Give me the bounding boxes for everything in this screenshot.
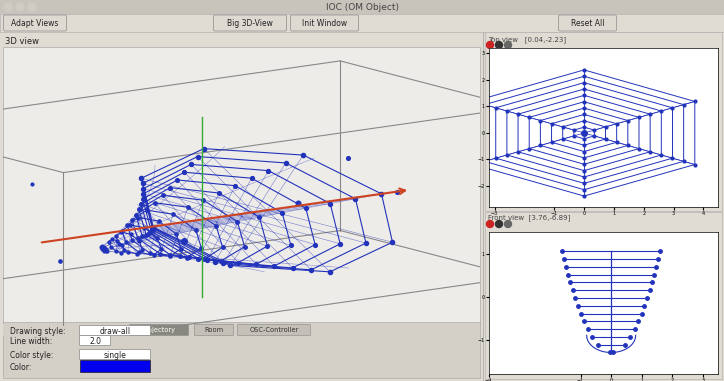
Text: Reset All: Reset All [571,19,605,27]
Circle shape [505,42,511,48]
FancyBboxPatch shape [0,0,724,14]
FancyBboxPatch shape [558,15,617,31]
FancyBboxPatch shape [0,32,724,381]
FancyBboxPatch shape [3,324,480,336]
Circle shape [4,3,12,11]
Text: Front view  [3.76,-6.89]: Front view [3.76,-6.89] [488,214,571,221]
Text: Color:: Color: [10,362,33,371]
FancyBboxPatch shape [485,212,722,379]
Circle shape [495,221,502,227]
FancyBboxPatch shape [130,325,188,336]
Text: Adapt Views: Adapt Views [12,19,59,27]
Circle shape [487,221,494,227]
FancyBboxPatch shape [485,32,722,211]
Text: draw-all: draw-all [99,327,130,336]
Text: OSC-Controller: OSC-Controller [249,327,299,333]
FancyBboxPatch shape [3,322,480,378]
FancyBboxPatch shape [80,349,151,360]
FancyBboxPatch shape [80,336,111,346]
FancyBboxPatch shape [195,325,234,336]
FancyBboxPatch shape [0,14,724,32]
FancyBboxPatch shape [80,325,151,336]
FancyBboxPatch shape [237,325,311,336]
FancyBboxPatch shape [214,15,287,31]
Text: Big 3D-View: Big 3D-View [227,19,273,27]
FancyBboxPatch shape [4,15,67,31]
Text: Trajectory: Trajectory [143,327,175,333]
FancyBboxPatch shape [80,360,150,372]
Text: Room: Room [204,327,224,333]
Circle shape [495,42,502,48]
Text: Color style:: Color style: [10,351,54,360]
Circle shape [16,3,24,11]
Text: 2.0: 2.0 [89,336,101,346]
Text: Init Window: Init Window [302,19,347,27]
FancyBboxPatch shape [290,15,358,31]
Circle shape [505,221,511,227]
Text: Line width:: Line width: [10,336,52,346]
Text: Drawing style:: Drawing style: [10,327,65,336]
Text: single: single [104,351,127,360]
Text: IOC (OM Object): IOC (OM Object) [326,3,398,11]
Circle shape [487,42,494,48]
Text: Top view   [0.04,-2.23]: Top view [0.04,-2.23] [488,36,566,43]
FancyBboxPatch shape [3,47,480,326]
Text: 3D view: 3D view [5,37,39,46]
Circle shape [28,3,36,11]
